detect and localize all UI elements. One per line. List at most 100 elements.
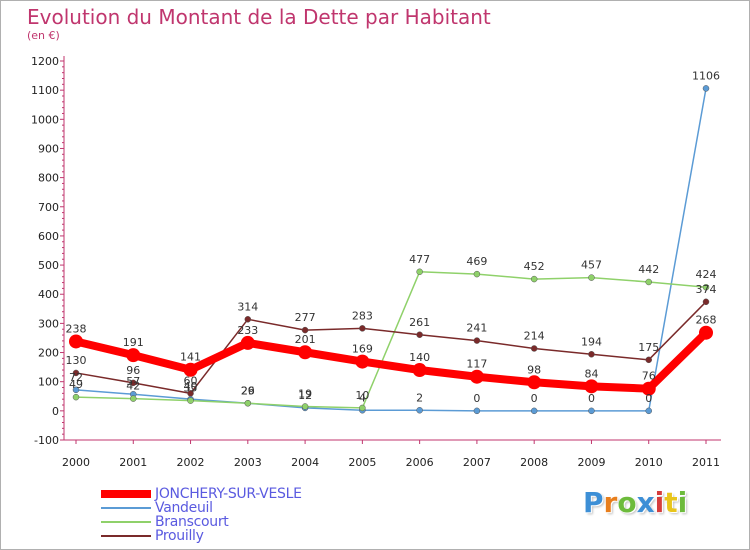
series-line-vandeuil bbox=[75, 88, 707, 412]
data-label: 424 bbox=[696, 268, 717, 281]
data-point bbox=[645, 278, 652, 286]
x-tick-label: 2006 bbox=[406, 456, 434, 469]
y-tick-label: 100 bbox=[38, 376, 59, 389]
data-point bbox=[588, 407, 595, 415]
data-label: 49 bbox=[69, 378, 83, 391]
y-tick-label: 1100 bbox=[31, 84, 59, 97]
data-label: 72 bbox=[69, 371, 83, 384]
data-point bbox=[359, 404, 366, 412]
series-jonchery-sur-vesle bbox=[69, 325, 713, 396]
data-label: 0 bbox=[588, 392, 595, 405]
data-label: 98 bbox=[527, 363, 541, 376]
data-label: 314 bbox=[237, 300, 258, 313]
chart-subtitle: (en €) bbox=[27, 29, 60, 42]
data-point bbox=[530, 345, 538, 352]
y-tick-label: 200 bbox=[38, 347, 59, 360]
data-label: 76 bbox=[642, 370, 656, 383]
data-label: 84 bbox=[584, 367, 598, 380]
legend-item-jonchery-sur-vesle: JONCHERY-SUR-VESLE bbox=[101, 485, 302, 502]
data-label: 194 bbox=[581, 335, 602, 348]
data-point bbox=[702, 283, 710, 291]
x-tick-label: 2011 bbox=[692, 456, 720, 469]
data-label: 35 bbox=[184, 382, 198, 395]
y-tick-label: 0 bbox=[52, 405, 59, 418]
data-point bbox=[244, 316, 252, 323]
data-point bbox=[301, 326, 309, 334]
data-label: 0 bbox=[645, 392, 652, 405]
y-tick-label: 400 bbox=[38, 288, 59, 301]
chart-title: Evolution du Montant de la Dette par Hab… bbox=[27, 5, 491, 29]
data-label: 26 bbox=[241, 384, 255, 397]
series-prouilly bbox=[72, 298, 710, 397]
data-label: 4 bbox=[359, 391, 366, 404]
data-label: 374 bbox=[696, 283, 717, 296]
data-label: 10 bbox=[355, 389, 369, 402]
data-point bbox=[702, 298, 710, 306]
data-point bbox=[416, 331, 423, 339]
data-label: 457 bbox=[581, 259, 602, 272]
data-point bbox=[359, 325, 366, 332]
data-point bbox=[469, 369, 484, 384]
legend-label: Branscourt bbox=[155, 513, 229, 530]
x-tick-label: 2003 bbox=[234, 456, 262, 469]
data-point bbox=[240, 335, 255, 350]
data-label: 241 bbox=[466, 322, 487, 335]
data-label: 169 bbox=[352, 343, 373, 356]
data-label: 175 bbox=[638, 341, 659, 354]
series-line-branscourt bbox=[75, 271, 707, 409]
data-label: 277 bbox=[295, 311, 316, 324]
data-point bbox=[645, 356, 652, 364]
data-point bbox=[183, 362, 198, 377]
x-tick-label: 2004 bbox=[291, 456, 319, 469]
x-tick-label: 2009 bbox=[577, 456, 605, 469]
data-label: 233 bbox=[237, 324, 258, 337]
data-label: 42 bbox=[126, 380, 140, 393]
legend-swatch bbox=[101, 534, 151, 537]
data-point bbox=[298, 345, 313, 360]
data-point bbox=[301, 403, 309, 410]
chart-axes: -100010020030040050060070080090010001100… bbox=[31, 55, 721, 469]
data-point bbox=[72, 386, 80, 394]
legend-swatch bbox=[101, 489, 151, 498]
data-label: 141 bbox=[180, 351, 201, 364]
data-point bbox=[530, 275, 538, 283]
data-label: 452 bbox=[524, 260, 545, 273]
legend-label: JONCHERY-SUR-VESLE bbox=[155, 485, 302, 502]
data-label: 117 bbox=[466, 358, 487, 371]
data-point bbox=[588, 351, 595, 358]
data-point bbox=[588, 274, 595, 281]
x-tick-label: 2000 bbox=[62, 456, 90, 469]
data-label: 2 bbox=[416, 391, 423, 404]
legend-swatch bbox=[101, 506, 151, 509]
y-tick-label: 1200 bbox=[31, 55, 59, 68]
data-label: 57 bbox=[126, 375, 140, 388]
data-label: 0 bbox=[473, 392, 480, 405]
y-tick-label: 600 bbox=[38, 230, 59, 243]
data-point bbox=[130, 379, 137, 387]
data-point bbox=[126, 348, 141, 363]
data-label: 40 bbox=[184, 380, 198, 393]
data-label: 60 bbox=[184, 374, 198, 387]
data-label: 29 bbox=[241, 384, 255, 397]
series-layer bbox=[69, 85, 713, 415]
x-tick-label: 2008 bbox=[520, 456, 548, 469]
data-label: 214 bbox=[524, 329, 545, 342]
data-point bbox=[702, 85, 710, 92]
data-label: 1106 bbox=[692, 69, 720, 82]
data-point bbox=[473, 270, 481, 278]
series-branscourt bbox=[72, 268, 710, 412]
proxiti-logo: Proxiti bbox=[583, 486, 688, 519]
data-point bbox=[527, 375, 542, 390]
x-tick-label: 2002 bbox=[177, 456, 205, 469]
y-tick-label: 900 bbox=[38, 142, 59, 155]
data-point bbox=[530, 407, 538, 415]
data-label: 12 bbox=[298, 389, 312, 402]
data-label: 283 bbox=[352, 309, 373, 322]
data-label: 19 bbox=[298, 387, 312, 400]
data-label: 96 bbox=[126, 364, 140, 377]
legend-item-vandeuil: Vandeuil bbox=[101, 500, 302, 515]
x-tick-label: 2007 bbox=[463, 456, 491, 469]
y-tick-label: 300 bbox=[38, 317, 59, 330]
y-tick-label: 800 bbox=[38, 172, 59, 185]
